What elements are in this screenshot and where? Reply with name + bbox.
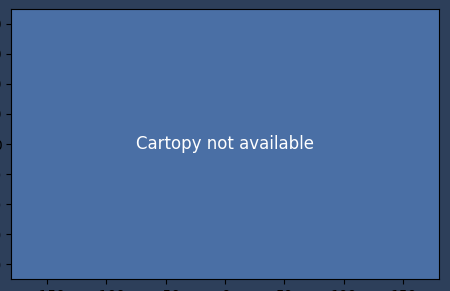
Text: Cartopy not available: Cartopy not available: [136, 135, 314, 153]
